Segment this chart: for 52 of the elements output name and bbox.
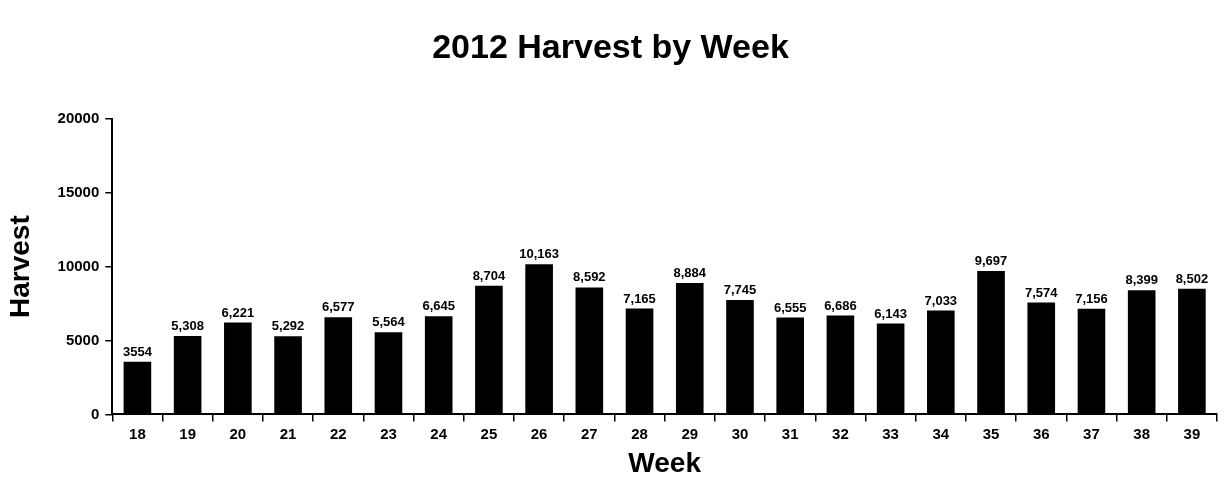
data-label: 7,156 <box>1075 290 1108 306</box>
chart-title: 2012 Harvest by Week <box>432 26 789 65</box>
data-label: 6,645 <box>422 298 455 314</box>
y-tick-label: 20000 <box>57 108 100 126</box>
data-label: 5,292 <box>271 318 305 334</box>
data-label: 8,884 <box>673 265 707 281</box>
data-label: 9,697 <box>974 253 1008 269</box>
x-tick-label: 21 <box>279 424 297 442</box>
data-label: 3554 <box>122 343 153 359</box>
y-axis-title: Harvest <box>3 215 35 318</box>
data-label: 10,163 <box>519 246 560 262</box>
x-tick-label: 30 <box>731 424 749 442</box>
x-tick-label: 25 <box>480 424 498 442</box>
x-tick-label: 33 <box>882 424 899 442</box>
x-tick-label: 19 <box>179 424 196 442</box>
data-label: 6,221 <box>221 304 255 320</box>
data-label: 5,564 <box>372 314 406 330</box>
data-label: 7,574 <box>1024 284 1059 300</box>
data-label: 7,033 <box>924 292 958 308</box>
data-label: 6,143 <box>874 305 907 321</box>
data-label: 8,704 <box>472 267 506 283</box>
x-tick-label: 36 <box>1032 424 1050 442</box>
data-label: 6,577 <box>322 299 355 315</box>
x-tick-label: 39 <box>1183 424 1201 442</box>
x-axis-title: Week <box>628 446 702 478</box>
x-tick-label: 20 <box>229 424 247 442</box>
x-tick-label: 29 <box>681 424 699 442</box>
data-label: 5,308 <box>171 318 204 334</box>
x-tick-label: 26 <box>530 424 548 442</box>
x-tick-label: 22 <box>329 424 347 442</box>
x-tick-label: 38 <box>1133 424 1151 442</box>
x-tick-label: 32 <box>832 424 849 442</box>
data-label: 6,686 <box>824 297 857 313</box>
x-tick-label: 37 <box>1083 424 1100 442</box>
x-tick-label: 31 <box>781 424 799 442</box>
y-tick-label: 0 <box>90 404 100 422</box>
data-label: 8,399 <box>1125 272 1158 288</box>
x-tick-label: 34 <box>932 424 950 442</box>
x-tick-label: 18 <box>129 424 146 442</box>
x-tick-label: 27 <box>580 424 598 442</box>
y-tick-label: 10000 <box>57 256 100 274</box>
data-label: 6,555 <box>773 299 807 315</box>
data-label: 7,165 <box>623 290 656 306</box>
y-tick-label: 5000 <box>65 330 100 348</box>
x-tick-label: 28 <box>631 424 648 442</box>
y-tick-label: 15000 <box>57 182 100 200</box>
x-tick-label: 23 <box>380 424 397 442</box>
x-tick-label: 24 <box>430 424 448 442</box>
data-label: 8,592 <box>573 269 606 285</box>
x-tick-label: 35 <box>982 424 1000 442</box>
data-label: 7,745 <box>723 282 757 298</box>
data-label: 8,502 <box>1175 270 1209 286</box>
